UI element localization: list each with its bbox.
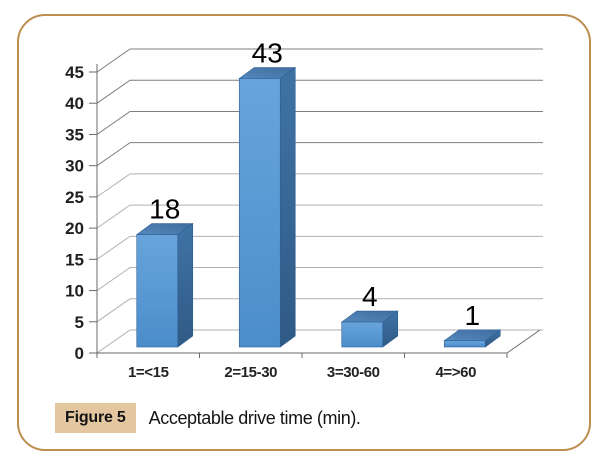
bar-value-label: 43 [252,37,283,68]
gridline-depth [96,48,131,73]
figure-border-frame [17,14,591,451]
gridline-depth [96,329,131,354]
figure-caption-tag: Figure 5 [55,403,136,433]
y-tick-label: 10 [65,282,84,301]
y-tick-label: 35 [65,125,84,144]
gridline-depth [96,204,131,229]
bar-front-face [136,234,179,348]
gridline-depth [96,79,131,104]
gridline-depth [96,142,131,167]
y-tick-label: 30 [65,157,84,176]
x-category-label: 4=>60 [435,364,476,381]
y-tick-label: 0 [75,344,84,363]
y-tick-label: 45 [65,63,84,82]
bar-value-label: 4 [362,281,378,312]
x-category-label: 1=<15 [128,364,169,381]
y-tick-label: 20 [65,219,84,238]
gridline-depth [96,267,131,291]
bar-front-face [238,78,281,348]
bar-side-face [279,66,296,348]
bar-side-face [177,223,194,348]
bar-front-face [443,340,486,348]
y-tick-label: 40 [65,94,84,113]
y-tick-label: 5 [75,313,84,332]
floor-right-edge [506,329,541,354]
y-tick-label: 25 [65,188,84,207]
x-category-label: 2=15-30 [224,364,277,381]
bar-3 [340,310,399,348]
bar-1 [135,223,194,348]
bar-value-label: 18 [149,194,180,225]
bar-4 [443,329,502,348]
bar-front-face [341,321,384,348]
x-category-label: 3=30-60 [327,364,380,381]
figure-caption: Figure 5 Acceptable drive time (min). [55,403,361,433]
gridline-depth [96,173,131,198]
bar-value-label: 1 [464,300,480,331]
y-tick-label: 15 [65,250,84,269]
figure-caption-text: Acceptable drive time (min). [148,407,361,428]
gridline-depth [96,111,131,135]
bar-2 [238,66,297,348]
gridline-depth [96,298,131,323]
gridline-depth [96,235,131,260]
